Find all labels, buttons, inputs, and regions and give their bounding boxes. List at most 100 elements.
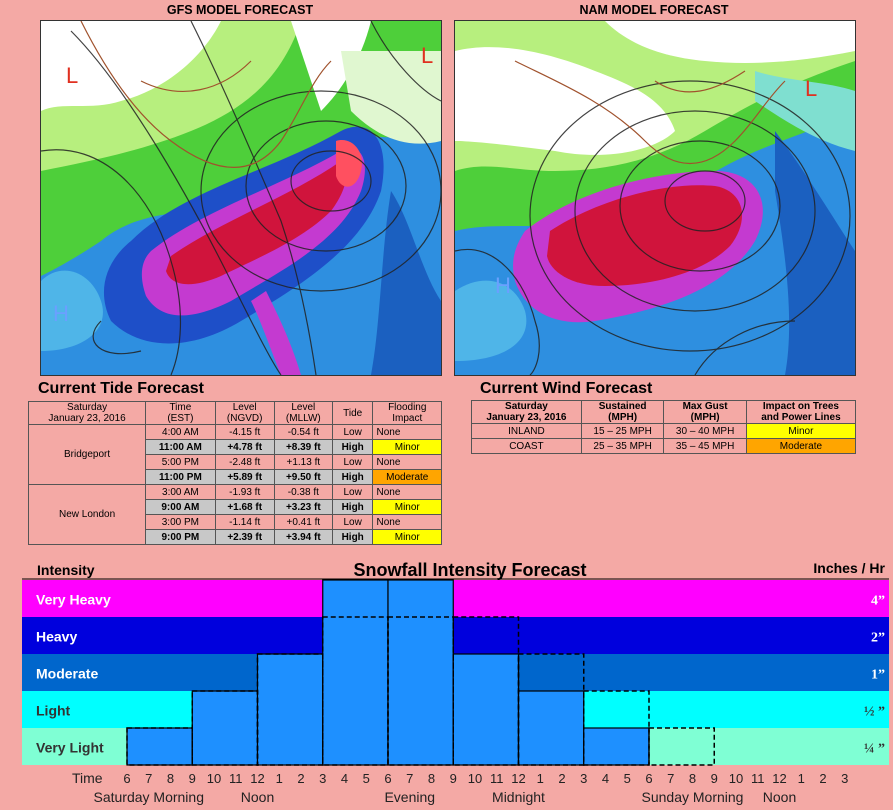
hour-tick-label: 2: [558, 771, 565, 786]
chart-right-header: Inches / Hr: [813, 560, 885, 576]
low-pressure-marker: L: [421, 43, 433, 68]
gfs-map-title: GFS MODEL FORECAST: [166, 3, 314, 17]
chart-left-header: Intensity: [37, 562, 95, 578]
wind-header-cell: Impact on Trees and Power Lines: [745, 400, 857, 424]
wind-section-title: Current Wind Forecast: [480, 380, 653, 397]
intensity-band-rate: ¼ ”: [864, 742, 885, 757]
hour-tick-label: 6: [645, 771, 652, 786]
hour-tick-label: 9: [189, 771, 196, 786]
tide-type: Low: [331, 514, 374, 530]
intensity-band-label: Heavy: [36, 629, 77, 645]
hour-tick-label: 11: [490, 771, 504, 786]
gfs-forecast-map: L L H: [40, 20, 442, 376]
intensity-band: [22, 617, 889, 654]
hour-tick-label: 7: [406, 771, 413, 786]
forecast-bar: [517, 690, 585, 766]
wind-table: Saturday January 23, 2016 Sustained (MPH) Ma…: [471, 400, 857, 454]
uncertainty-bar: [583, 690, 650, 766]
tide-type: High: [331, 499, 374, 515]
tide-station-name: Bridgeport: [27, 424, 147, 485]
nam-forecast-map: L H: [454, 20, 856, 376]
hour-tick-label: 9: [450, 771, 457, 786]
tide-level-ngvd: +5.89 ft: [214, 469, 275, 485]
tide-type: High: [331, 469, 374, 485]
hour-tick-label: 8: [428, 771, 435, 786]
hour-tick-label: 1: [798, 771, 805, 786]
tide-header-cell: Saturday January 23, 2016: [27, 401, 147, 425]
wind-header-cell: Sustained (MPH): [580, 400, 665, 424]
intensity-band-label: Very Light: [36, 740, 104, 756]
period-label: Evening: [384, 789, 435, 805]
tide-level-mllw: +3.23 ft: [273, 499, 333, 515]
forecast-bar: [452, 653, 520, 766]
tide-level-ngvd: -2.48 ft: [214, 454, 275, 470]
hour-tick-label: 9: [711, 771, 718, 786]
tide-flooding-impact: Minor: [372, 529, 442, 545]
high-pressure-marker: H: [53, 301, 69, 326]
snowfall-chart-plot: Very Light ¼ ” Light ½ ” Moderate 1” Heavy 2” Ve…: [22, 578, 889, 805]
tide-row: 9:00 PM +2.39 ft +3.94 ft High Minor: [29, 529, 442, 545]
hour-tick-label: 11: [229, 771, 243, 786]
hour-tick-label: 10: [207, 771, 221, 786]
wind-header-cell: Saturday January 23, 2016: [471, 400, 582, 424]
tide-time: 5:00 PM: [145, 454, 216, 470]
hour-tick-label: 2: [297, 771, 304, 786]
uncertainty-bar: [191, 690, 259, 766]
forecast-bar: [191, 690, 259, 766]
intensity-band-label: Light: [36, 703, 71, 719]
tide-header-cell: Level (MLLW): [273, 401, 333, 425]
tide-time: 3:00 AM: [145, 484, 216, 500]
intensity-band-rate: 2”: [871, 631, 885, 646]
wind-area: INLAND: [471, 423, 582, 439]
hour-tick-label: 7: [667, 771, 674, 786]
tide-type: High: [331, 439, 374, 455]
tide-section-title: Current Tide Forecast: [38, 380, 204, 397]
tide-header-cell: Flooding Impact: [372, 401, 442, 425]
chart-title: Snowfall Intensity Forecast: [353, 560, 587, 580]
hour-tick-label: 4: [341, 771, 348, 786]
hour-tick-label: 8: [167, 771, 174, 786]
hour-tick-label: 12: [511, 771, 525, 786]
hour-tick-label: 6: [384, 771, 391, 786]
tide-level-ngvd: -4.15 ft: [214, 424, 275, 440]
tide-time: 9:00 AM: [145, 499, 216, 515]
low-pressure-marker: L: [66, 63, 78, 88]
tide-level-mllw: -0.54 ft: [273, 424, 333, 440]
wind-gust: 30 – 40 MPH: [663, 423, 747, 439]
uncertainty-bar: [126, 727, 193, 766]
tide-time: 11:00 AM: [145, 439, 216, 455]
intensity-band-rate: 4”: [871, 594, 885, 609]
tide-level-ngvd: +1.68 ft: [214, 499, 275, 515]
tide-flooding-impact: None: [372, 454, 442, 470]
hour-tick-label: 12: [772, 771, 786, 786]
hour-tick-label: 11: [751, 771, 765, 786]
hour-tick-label: 6: [123, 771, 130, 786]
forecast-bar: [256, 653, 324, 766]
time-axis-label: Time: [72, 770, 103, 786]
hour-tick-label: 3: [319, 771, 326, 786]
tide-time: 3:00 PM: [145, 514, 216, 530]
hour-tick-label: 5: [624, 771, 631, 786]
tide-time: 9:00 PM: [145, 529, 216, 545]
tide-flooding-impact: None: [372, 424, 442, 440]
hour-tick-label: 10: [468, 771, 482, 786]
tide-type: Low: [331, 454, 374, 470]
intensity-band: [22, 580, 889, 617]
snowfall-chart: Intensity Snowfall Intensity Forecast In…: [0, 556, 893, 810]
tide-level-mllw: +9.50 ft: [273, 469, 333, 485]
high-pressure-marker: H: [495, 273, 511, 298]
uncertainty-bar: [256, 653, 324, 766]
uncertainty-bar: [648, 727, 715, 766]
wind-sustained: 25 – 35 MPH: [580, 438, 665, 454]
intensity-band-rate: ½ ”: [864, 705, 885, 720]
tide-type: Low: [331, 424, 374, 440]
tide-level-mllw: +1.13 ft: [273, 454, 333, 470]
period-label: Sunday Morning: [642, 789, 744, 805]
low-pressure-marker: L: [805, 76, 817, 101]
wind-impact: Moderate: [745, 438, 857, 454]
hour-tick-label: 3: [580, 771, 587, 786]
hour-tick-label: 4: [602, 771, 609, 786]
wind-row: COAST 25 – 35 MPH 35 – 45 MPH Moderate: [471, 438, 857, 454]
period-label: Noon: [763, 789, 796, 805]
forecast-bar: [126, 727, 193, 766]
